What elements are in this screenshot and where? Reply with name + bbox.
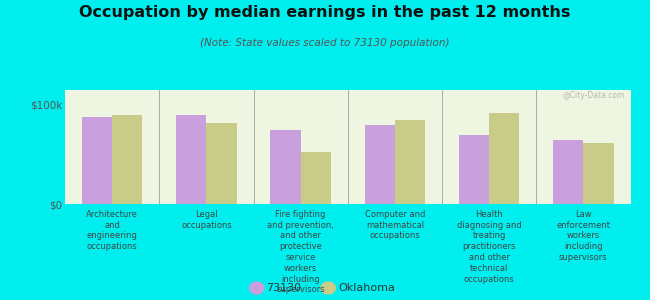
Text: 73130: 73130 [266, 283, 302, 293]
Text: Architecture
and
engineering
occupations: Architecture and engineering occupations [86, 210, 138, 251]
Bar [270, 130, 300, 204]
Bar [207, 123, 237, 204]
Ellipse shape [250, 282, 264, 294]
Bar [300, 152, 331, 204]
Text: Oklahoma: Oklahoma [338, 283, 395, 293]
Bar [176, 115, 206, 204]
Text: (Note: State values scaled to 73130 population): (Note: State values scaled to 73130 popu… [200, 38, 450, 47]
Bar [112, 115, 142, 204]
Bar [489, 113, 519, 204]
Bar [82, 117, 112, 204]
Text: @City-Data.com: @City-Data.com [562, 91, 625, 100]
Bar [365, 125, 395, 204]
Text: Computer and
mathematical
occupations: Computer and mathematical occupations [365, 210, 425, 241]
Ellipse shape [321, 282, 335, 294]
Bar [395, 120, 425, 204]
Bar [553, 140, 584, 204]
Text: Law
enforcement
workers
including
supervisors: Law enforcement workers including superv… [556, 210, 610, 262]
Bar [459, 135, 489, 204]
Text: Occupation by median earnings in the past 12 months: Occupation by median earnings in the pas… [79, 4, 571, 20]
Text: Health
diagnosing and
treating
practitioners
and other
technical
occupations: Health diagnosing and treating practitio… [457, 210, 521, 284]
Text: Fire fighting
and prevention,
and other
protective
service
workers
including
sup: Fire fighting and prevention, and other … [267, 210, 334, 294]
Bar [584, 142, 614, 204]
Text: Legal
occupations: Legal occupations [181, 210, 232, 230]
